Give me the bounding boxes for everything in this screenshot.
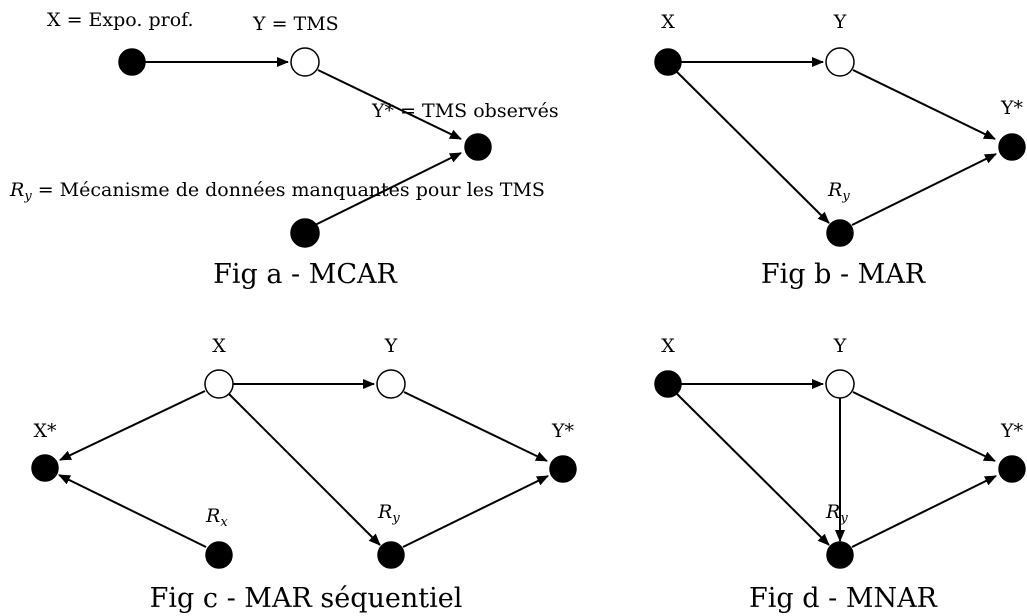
node-b-ry: [826, 219, 854, 247]
edge-b-y-to-ystar: [852, 69, 996, 140]
node-a-x: [118, 48, 146, 76]
node-a-y: [290, 47, 320, 77]
edge-c-x-to-xstar: [59, 390, 206, 461]
label-c-xstar: X*: [33, 420, 57, 442]
panel-d-mnar: X Y Y* Ry Fig d - MNAR: [654, 335, 1026, 614]
label-b-x: X: [661, 11, 675, 33]
edge-c-y-to-ystar: [403, 391, 548, 462]
edge-d-y-to-ystar: [852, 391, 996, 462]
node-c-y: [376, 369, 406, 399]
caption-a: Fig a - MCAR: [213, 259, 397, 290]
node-c-xstar: [31, 454, 59, 482]
label-d-x: X: [661, 335, 675, 357]
label-a-ry: Ry = Mécanisme de données manquantes pou…: [9, 179, 545, 204]
panel-c-mar-sequentiel: X Y X* Y* Rx Ry Fig c - MAR séquentiel: [31, 335, 577, 614]
label-b-ystar: Y*: [1000, 97, 1024, 119]
edge-d-ry-to-ystar: [851, 475, 997, 548]
node-c-x: [204, 369, 234, 399]
node-a-ry: [290, 218, 320, 248]
panel-a-mcar: X = Expo. prof. Y = TMS Y* = TMS observé…: [9, 9, 559, 290]
label-b-ry: Ry: [827, 179, 850, 204]
edge-c-ry-to-ystar: [402, 475, 549, 548]
node-b-y: [825, 47, 855, 77]
edge-c-x-to-ry: [228, 393, 381, 546]
node-b-ystar: [998, 133, 1026, 161]
label-c-x: X: [212, 335, 226, 357]
node-a-ystar: [464, 133, 492, 161]
label-d-ry: Ry: [825, 501, 848, 526]
label-d-ystar: Y*: [1000, 420, 1024, 442]
edge-b-x-to-ry: [676, 71, 830, 224]
edge-c-rx-to-xstar: [58, 474, 207, 548]
label-b-y: Y: [833, 11, 847, 33]
edge-a-ry-to-ystar: [314, 152, 462, 226]
label-a-y: Y = TMS: [252, 13, 339, 35]
label-a-x: X = Expo. prof.: [47, 9, 194, 31]
node-c-rx: [205, 541, 233, 569]
node-d-x: [654, 370, 682, 398]
panel-b-mar: X Y Y* Ry Fig b - MAR: [654, 11, 1026, 290]
node-c-ystar: [549, 455, 577, 483]
edge-a-y-to-ystar: [317, 69, 462, 140]
label-a-ystar: Y* = TMS observés: [371, 100, 559, 122]
caption-d: Fig d - MNAR: [749, 583, 938, 614]
node-c-ry: [377, 541, 405, 569]
label-c-rx: Rx: [205, 505, 228, 530]
node-d-ystar: [998, 455, 1026, 483]
label-d-y: Y: [833, 335, 847, 357]
edge-b-ry-to-ystar: [851, 153, 997, 226]
node-b-x: [654, 48, 682, 76]
caption-b: Fig b - MAR: [761, 259, 926, 290]
label-c-ystar: Y*: [551, 420, 575, 442]
edge-d-x-to-ry: [676, 393, 830, 546]
node-d-ry: [826, 541, 854, 569]
node-d-y: [825, 369, 855, 399]
caption-c: Fig c - MAR séquentiel: [150, 583, 463, 614]
label-c-ry: Ry: [377, 501, 400, 526]
label-c-y: Y: [384, 335, 398, 357]
